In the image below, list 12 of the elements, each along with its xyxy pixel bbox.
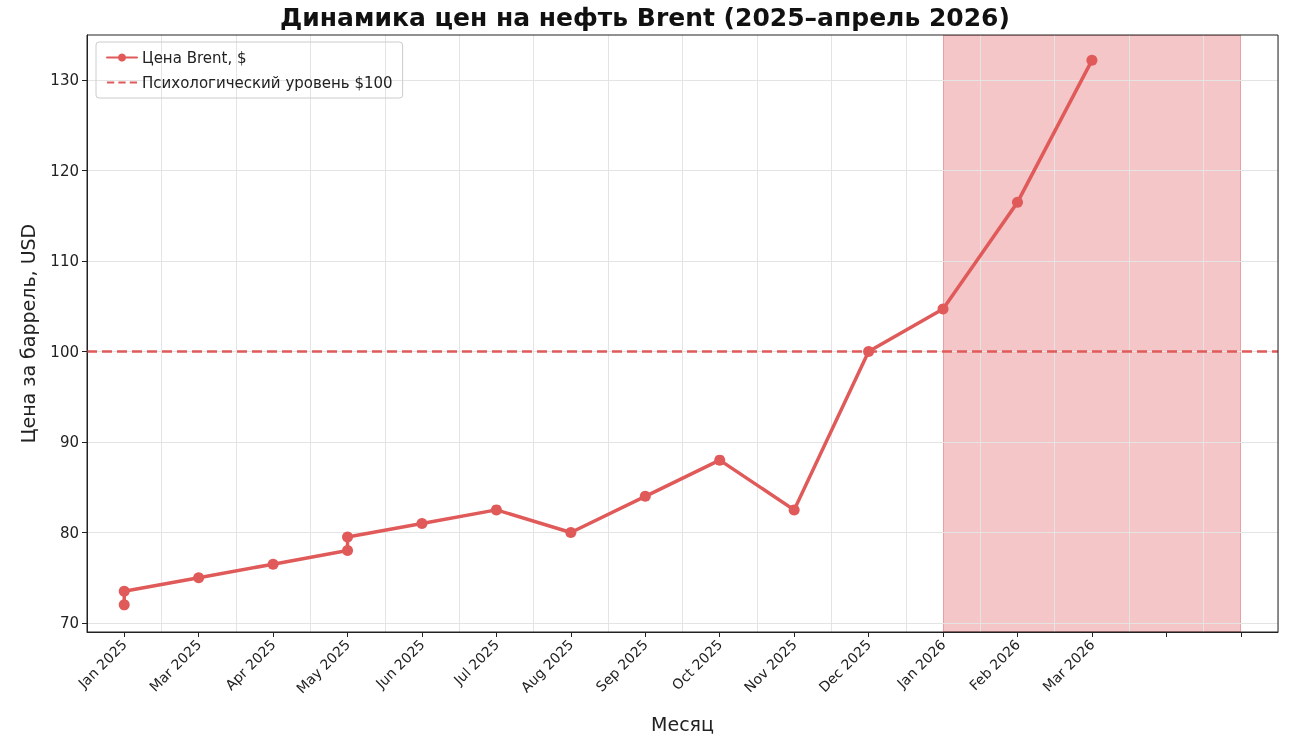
y-tick-label: 100 [50,342,79,361]
x-axis-title: Месяц [651,712,715,735]
legend-label: Психологический уровень $100 [142,73,393,92]
y-tick-label: 90 [59,433,79,452]
legend-label: Цена Brent, $ [142,48,247,67]
y-axis-title: Цена за баррель, USD [16,223,39,444]
y-tick-label: 130 [50,71,79,90]
y-tick-label: 70 [59,613,79,632]
y-tick-label: 120 [50,161,79,180]
chart-title: Динамика цен на нефть Brent (2025–апрель 2026) [280,3,1010,32]
y-tick-label: 80 [59,523,79,542]
y-tick-label: 110 [50,252,79,271]
